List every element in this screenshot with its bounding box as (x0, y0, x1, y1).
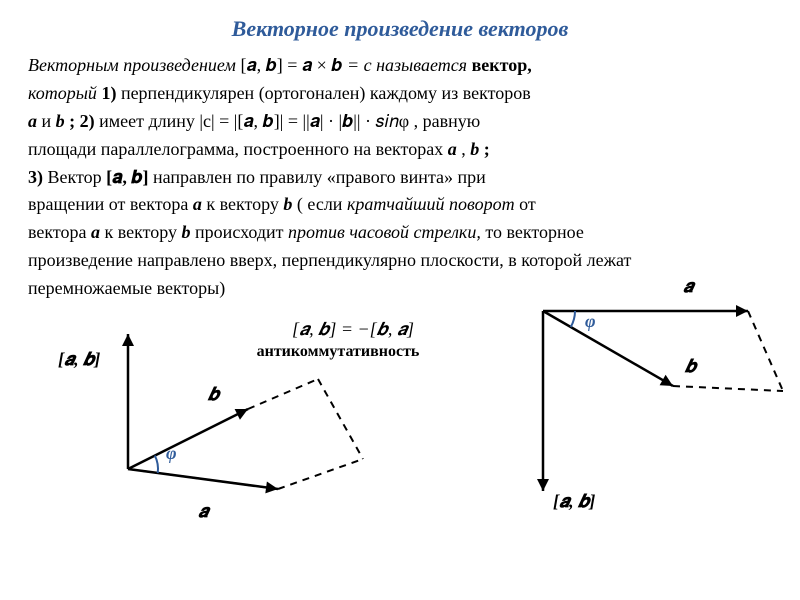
t-3b: направлен по правилу «правого винта» при (153, 167, 486, 187)
t-three: 3) (28, 167, 43, 187)
t-vector-word: вектор, (472, 55, 532, 75)
diagram-label-a: 𝒂 (683, 276, 693, 297)
t-one: 1) (101, 83, 116, 103)
diagram-label-a: 𝒂 (198, 501, 208, 522)
diagram-label-b: 𝒃 (208, 384, 219, 405)
left-diagram (58, 309, 368, 519)
t-a1: a (28, 111, 37, 131)
t-b1: b (56, 111, 65, 131)
t-from: от (519, 194, 536, 214)
t-a2: a (448, 139, 457, 159)
t-8: перемножаемые векторы) (28, 278, 225, 298)
t-intro: Векторным произведением (28, 55, 240, 75)
definition-text: Векторным произведением [𝒂, 𝒃] = 𝒂 × 𝒃 =… (28, 52, 772, 303)
math-len: |c| = |[𝒂, 𝒃]| = ||𝒂| · |𝒃|| · 𝑠𝑖𝑛φ (199, 111, 413, 131)
t-which: который (28, 83, 101, 103)
t-b3: b (283, 194, 292, 214)
t-perp: перпендикулярен (ортогонален) каждому из… (121, 83, 531, 103)
t-5c: происходит (195, 222, 288, 242)
t-intro-b: называется (376, 55, 471, 75)
t-b4: b (182, 222, 191, 242)
t-6: векторное (507, 222, 584, 242)
t-sc2: ; (484, 139, 490, 159)
t-eqc: = c (347, 55, 376, 75)
math-def: [𝒂, 𝒃] = 𝒂 × 𝒃 (240, 55, 342, 75)
t-b2: b (470, 139, 479, 159)
t-paren: ( если (297, 194, 347, 214)
t-5b: к вектору (105, 222, 182, 242)
t-shortest: кратчайший поворот (347, 194, 515, 214)
diagram-label-phi: φ (166, 443, 177, 464)
diagrams-area: [𝒂, 𝒃] = −[𝒃, 𝒂] антикоммутативность [𝒂,… (28, 299, 772, 529)
t-haslen: имеет длину (99, 111, 199, 131)
t-then: то (485, 222, 502, 242)
t-4b: к вектору (206, 194, 283, 214)
t-two: 2) (80, 111, 95, 131)
t-and: и (42, 111, 56, 131)
t-3a: Вектор (48, 167, 107, 187)
t-sc1: ; (69, 111, 80, 131)
t-5a: вектора (28, 222, 91, 242)
diagram-label-ab: [𝒂, 𝒃] (58, 349, 100, 370)
page-title: Векторное произведение векторов (28, 16, 772, 42)
t-ccw: против часовой стрелки, (288, 222, 481, 242)
diagram-label-ab: [𝒂, 𝒃] (553, 491, 595, 512)
t-7: произведение направлено вверх, перпендик… (28, 250, 631, 270)
t-ab1: [𝒂, 𝒃] (106, 167, 148, 187)
t-area: площади параллелограмма, построенного на… (28, 139, 448, 159)
t-4a: вращении от вектора (28, 194, 193, 214)
diagram-label-phi: φ (585, 311, 596, 332)
t-equal: , равную (414, 111, 481, 131)
t-a4: a (91, 222, 100, 242)
t-a3: a (193, 194, 202, 214)
diagram-label-b: 𝒃 (685, 356, 696, 377)
right-diagram (458, 281, 798, 526)
t-comma: , (461, 139, 470, 159)
